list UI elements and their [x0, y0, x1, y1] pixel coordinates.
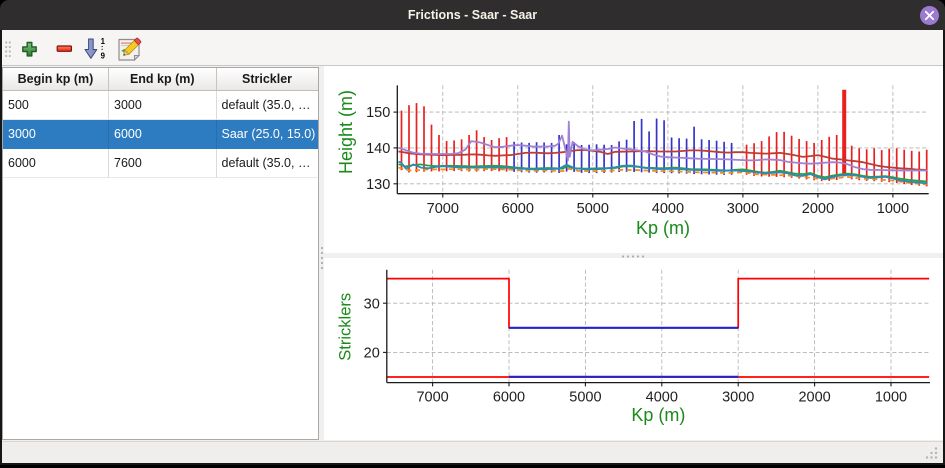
svg-text:30: 30 [364, 296, 380, 312]
svg-text:Height (m): Height (m) [336, 89, 356, 173]
svg-text:150: 150 [366, 105, 390, 121]
svg-text:130: 130 [366, 176, 390, 192]
svg-text:3000: 3000 [722, 390, 754, 406]
svg-text:1: 1 [101, 37, 106, 46]
svg-text:7000: 7000 [416, 390, 448, 406]
svg-text:4000: 4000 [646, 390, 678, 406]
svg-text:7000: 7000 [427, 200, 459, 216]
svg-text:140: 140 [366, 141, 390, 157]
svg-text:Kp (m): Kp (m) [636, 218, 690, 238]
svg-text:1000: 1000 [875, 390, 907, 406]
svg-text:9: 9 [101, 52, 106, 61]
svg-text:6000: 6000 [502, 200, 534, 216]
svg-text:Stricklers: Stricklers [337, 293, 355, 361]
svg-text:4000: 4000 [652, 200, 684, 216]
svg-text:20: 20 [364, 346, 380, 362]
svg-text:3000: 3000 [727, 200, 759, 216]
svg-text:5000: 5000 [577, 200, 609, 216]
svg-text:Kp (m): Kp (m) [631, 405, 685, 425]
svg-text:6000: 6000 [493, 390, 525, 406]
svg-text:1000: 1000 [877, 200, 909, 216]
svg-text:2000: 2000 [802, 200, 834, 216]
svg-text:5000: 5000 [569, 390, 601, 406]
svg-text:2000: 2000 [798, 390, 830, 406]
